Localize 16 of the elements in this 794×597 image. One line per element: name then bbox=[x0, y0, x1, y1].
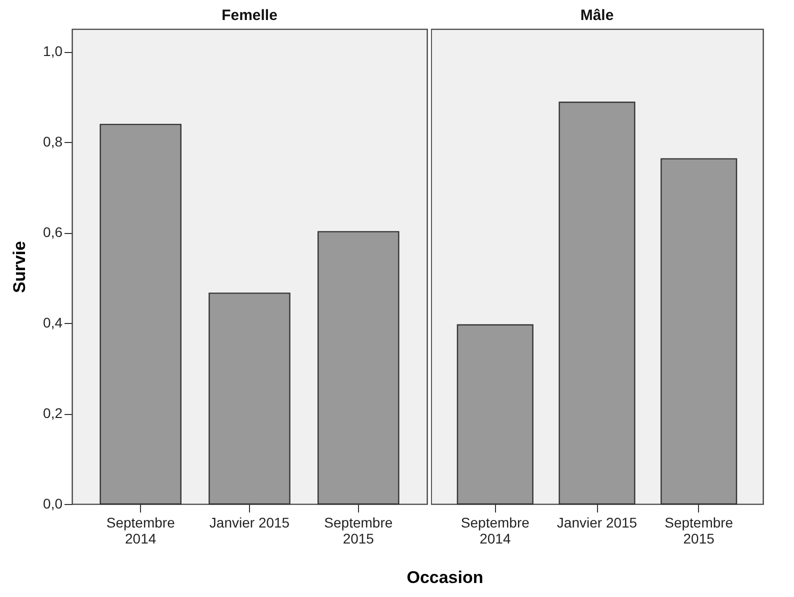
y-tick-label: 0,8 bbox=[43, 134, 63, 150]
y-tick-label: 0,4 bbox=[43, 314, 63, 331]
chart-title: Femelle bbox=[222, 7, 278, 24]
chart-title: Mâle bbox=[580, 7, 614, 24]
x-axis-title: Occasion bbox=[406, 568, 484, 588]
x-tick-label: Septembre 2015 bbox=[664, 514, 734, 546]
y-tick-label: 1,0 bbox=[43, 43, 63, 60]
x-tick-label: Janvier 2015 bbox=[209, 514, 290, 530]
x-tick-label: Septembre 2014 bbox=[460, 514, 530, 546]
x-tick-label: Septembre 2014 bbox=[106, 514, 176, 546]
x-tick-label: Septembre 2015 bbox=[324, 514, 393, 546]
y-axis-title: Survie bbox=[10, 241, 30, 293]
x-tick-label: Janvier 2015 bbox=[556, 514, 638, 530]
y-tick-label: 0,0 bbox=[43, 496, 63, 512]
y-tick-label: 0,2 bbox=[43, 405, 63, 422]
y-tick-label: 0,6 bbox=[43, 224, 63, 240]
